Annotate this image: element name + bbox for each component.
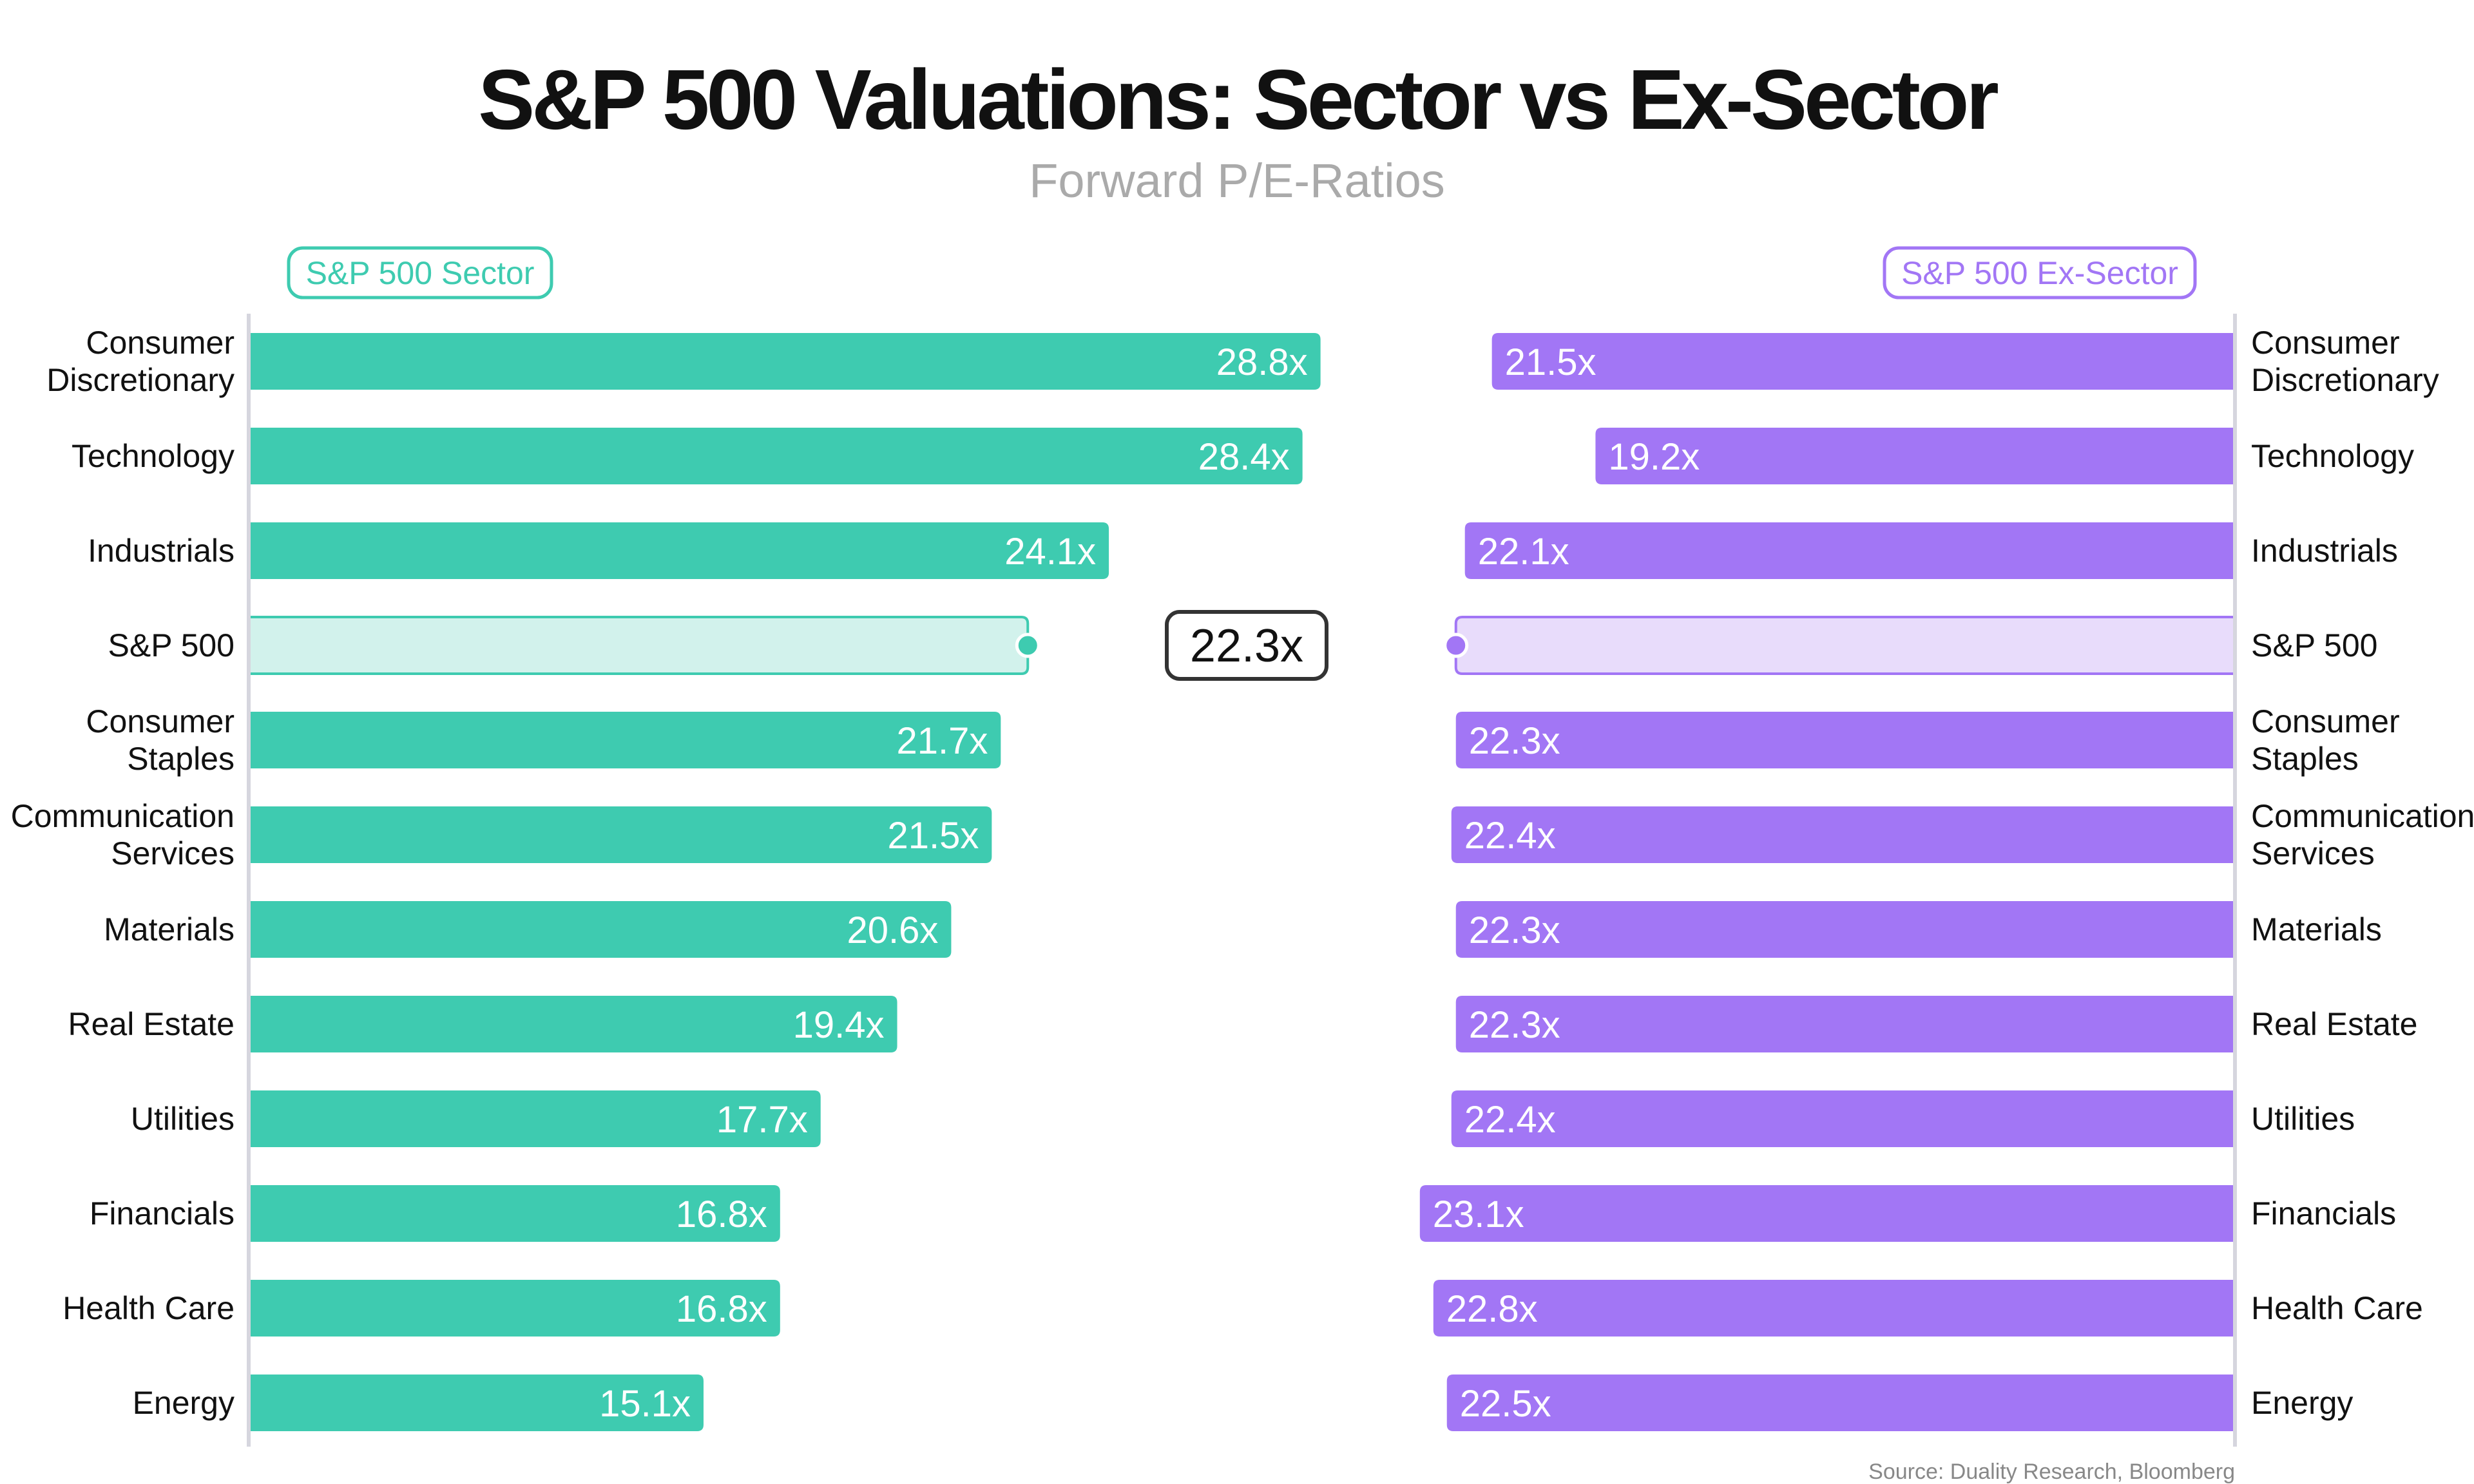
sector-value-label-financials: 16.8x (676, 1194, 767, 1235)
source-note: Source: Duality Research, Bloomberg (1868, 1460, 2235, 1484)
ex-sector-bar-energy (1446, 1375, 2235, 1431)
category-label-left-communication-services: Communication Services (11, 798, 235, 871)
sector-bar-consumer-staples (249, 712, 1001, 768)
sector-bar-energy (249, 1375, 704, 1431)
chart-subtitle: Forward P/E-Ratios (1029, 154, 1445, 207)
category-label-left-materials: Materials (104, 911, 235, 947)
ex-sector-bar-technology (1595, 428, 2235, 484)
ex-sector-value-label-communication-services: 22.4x (1464, 815, 1556, 857)
sector-bar-utilities (249, 1090, 821, 1147)
sector-value-label-communication-services: 21.5x (887, 815, 979, 857)
category-label-left-consumer-discretionary: Consumer Discretionary (46, 325, 235, 398)
sector-value-label-consumer-staples: 21.7x (896, 720, 988, 762)
chart-title: S&P 500 Valuations: Sector vs Ex-Sector (478, 52, 1998, 147)
sector-bar-industrials (249, 522, 1109, 579)
ex-sector-value-label-consumer-discretionary: 21.5x (1505, 341, 1597, 383)
category-label-right-consumer-staples: Consumer Staples (2251, 703, 2400, 777)
ex-sector-value-label-industrials: 22.1x (1478, 531, 1569, 573)
ex-sector-bar-real-estate (1455, 996, 2235, 1052)
ex-sector-value-label-health-care: 22.8x (1446, 1288, 1538, 1330)
sector-bar-materials (249, 901, 952, 958)
ex-sector-bar-communication-services (1451, 806, 2235, 863)
ex-sector-bar-health-care (1433, 1280, 2235, 1337)
sector-bar-s-p-500 (247, 616, 1030, 675)
category-label-right-industrials: Industrials (2251, 533, 2398, 569)
sector-bar-communication-services (249, 806, 992, 863)
sector-bar-consumer-discretionary (249, 333, 1321, 390)
sector-marker-dot (1015, 633, 1040, 658)
sector-bar-technology (249, 428, 1303, 484)
ex-sector-bar-industrials (1464, 522, 2235, 579)
category-label-left-utilities: Utilities (131, 1101, 235, 1137)
category-label-left-s-p-500: S&P 500 (108, 627, 235, 663)
ex-sector-value-label-financials: 23.1x (1433, 1194, 1524, 1235)
sector-value-label-energy: 15.1x (599, 1383, 691, 1425)
category-label-left-technology: Technology (72, 438, 235, 474)
ex-sector-bar-utilities (1451, 1090, 2235, 1147)
ex-sector-bar-consumer-staples (1455, 712, 2235, 768)
category-label-right-health-care: Health Care (2251, 1290, 2423, 1326)
category-label-left-consumer-staples: Consumer Staples (86, 703, 235, 777)
category-label-right-real-estate: Real Estate (2251, 1006, 2417, 1042)
ex-sector-bar-consumer-discretionary (1491, 333, 2235, 390)
sector-value-label-health-care: 16.8x (676, 1288, 767, 1330)
ex-sector-bar-materials (1455, 901, 2235, 958)
category-label-left-health-care: Health Care (62, 1290, 235, 1326)
sp500-center-label: 22.3x (1165, 610, 1328, 681)
category-label-right-energy: Energy (2251, 1385, 2353, 1421)
sector-value-label-real-estate: 19.4x (793, 1004, 885, 1046)
sector-value-label-materials: 20.6x (847, 909, 939, 951)
category-label-right-communication-services: Communication Services (2251, 798, 2474, 871)
ex-sector-value-label-materials: 22.3x (1469, 909, 1560, 951)
category-label-right-materials: Materials (2251, 911, 2382, 947)
sector-value-label-technology: 28.4x (1198, 436, 1290, 478)
category-label-left-energy: Energy (133, 1385, 235, 1421)
ex-sector-marker-dot (1443, 633, 1469, 658)
sector-bar-financials (249, 1185, 780, 1242)
legend-sector: S&P 500 Sector (287, 246, 553, 300)
sector-value-label-industrials: 24.1x (1004, 531, 1096, 573)
legend-ex-sector: S&P 500 Ex-Sector (1883, 246, 2197, 300)
category-label-left-financials: Financials (90, 1195, 235, 1232)
ex-sector-value-label-consumer-staples: 22.3x (1469, 720, 1560, 762)
sector-value-label-utilities: 17.7x (716, 1099, 808, 1141)
sector-bar-health-care (249, 1280, 780, 1337)
category-label-left-industrials: Industrials (88, 533, 235, 569)
ex-sector-bar-s-p-500 (1454, 616, 2236, 675)
sector-bar-real-estate (249, 996, 897, 1052)
category-label-right-financials: Financials (2251, 1195, 2396, 1232)
category-label-right-consumer-discretionary: Consumer Discretionary (2251, 325, 2439, 398)
sector-value-label-consumer-discretionary: 28.8x (1216, 341, 1308, 383)
category-label-right-technology: Technology (2251, 438, 2414, 474)
ex-sector-bar-financials (1419, 1185, 2235, 1242)
svg-text:22.3x: 22.3x (1190, 620, 1303, 672)
ex-sector-value-label-real-estate: 22.3x (1469, 1004, 1560, 1046)
category-label-left-real-estate: Real Estate (68, 1006, 235, 1042)
svg-text:S&P 500 Sector: S&P 500 Sector (306, 255, 535, 291)
category-label-right-utilities: Utilities (2251, 1101, 2355, 1137)
ex-sector-value-label-energy: 22.5x (1460, 1383, 1551, 1425)
ex-sector-value-label-technology: 19.2x (1608, 436, 1700, 478)
svg-text:S&P 500 Ex-Sector: S&P 500 Ex-Sector (1901, 255, 2178, 291)
ex-sector-value-label-utilities: 22.4x (1464, 1099, 1556, 1141)
category-label-right-s-p-500: S&P 500 (2251, 627, 2377, 663)
